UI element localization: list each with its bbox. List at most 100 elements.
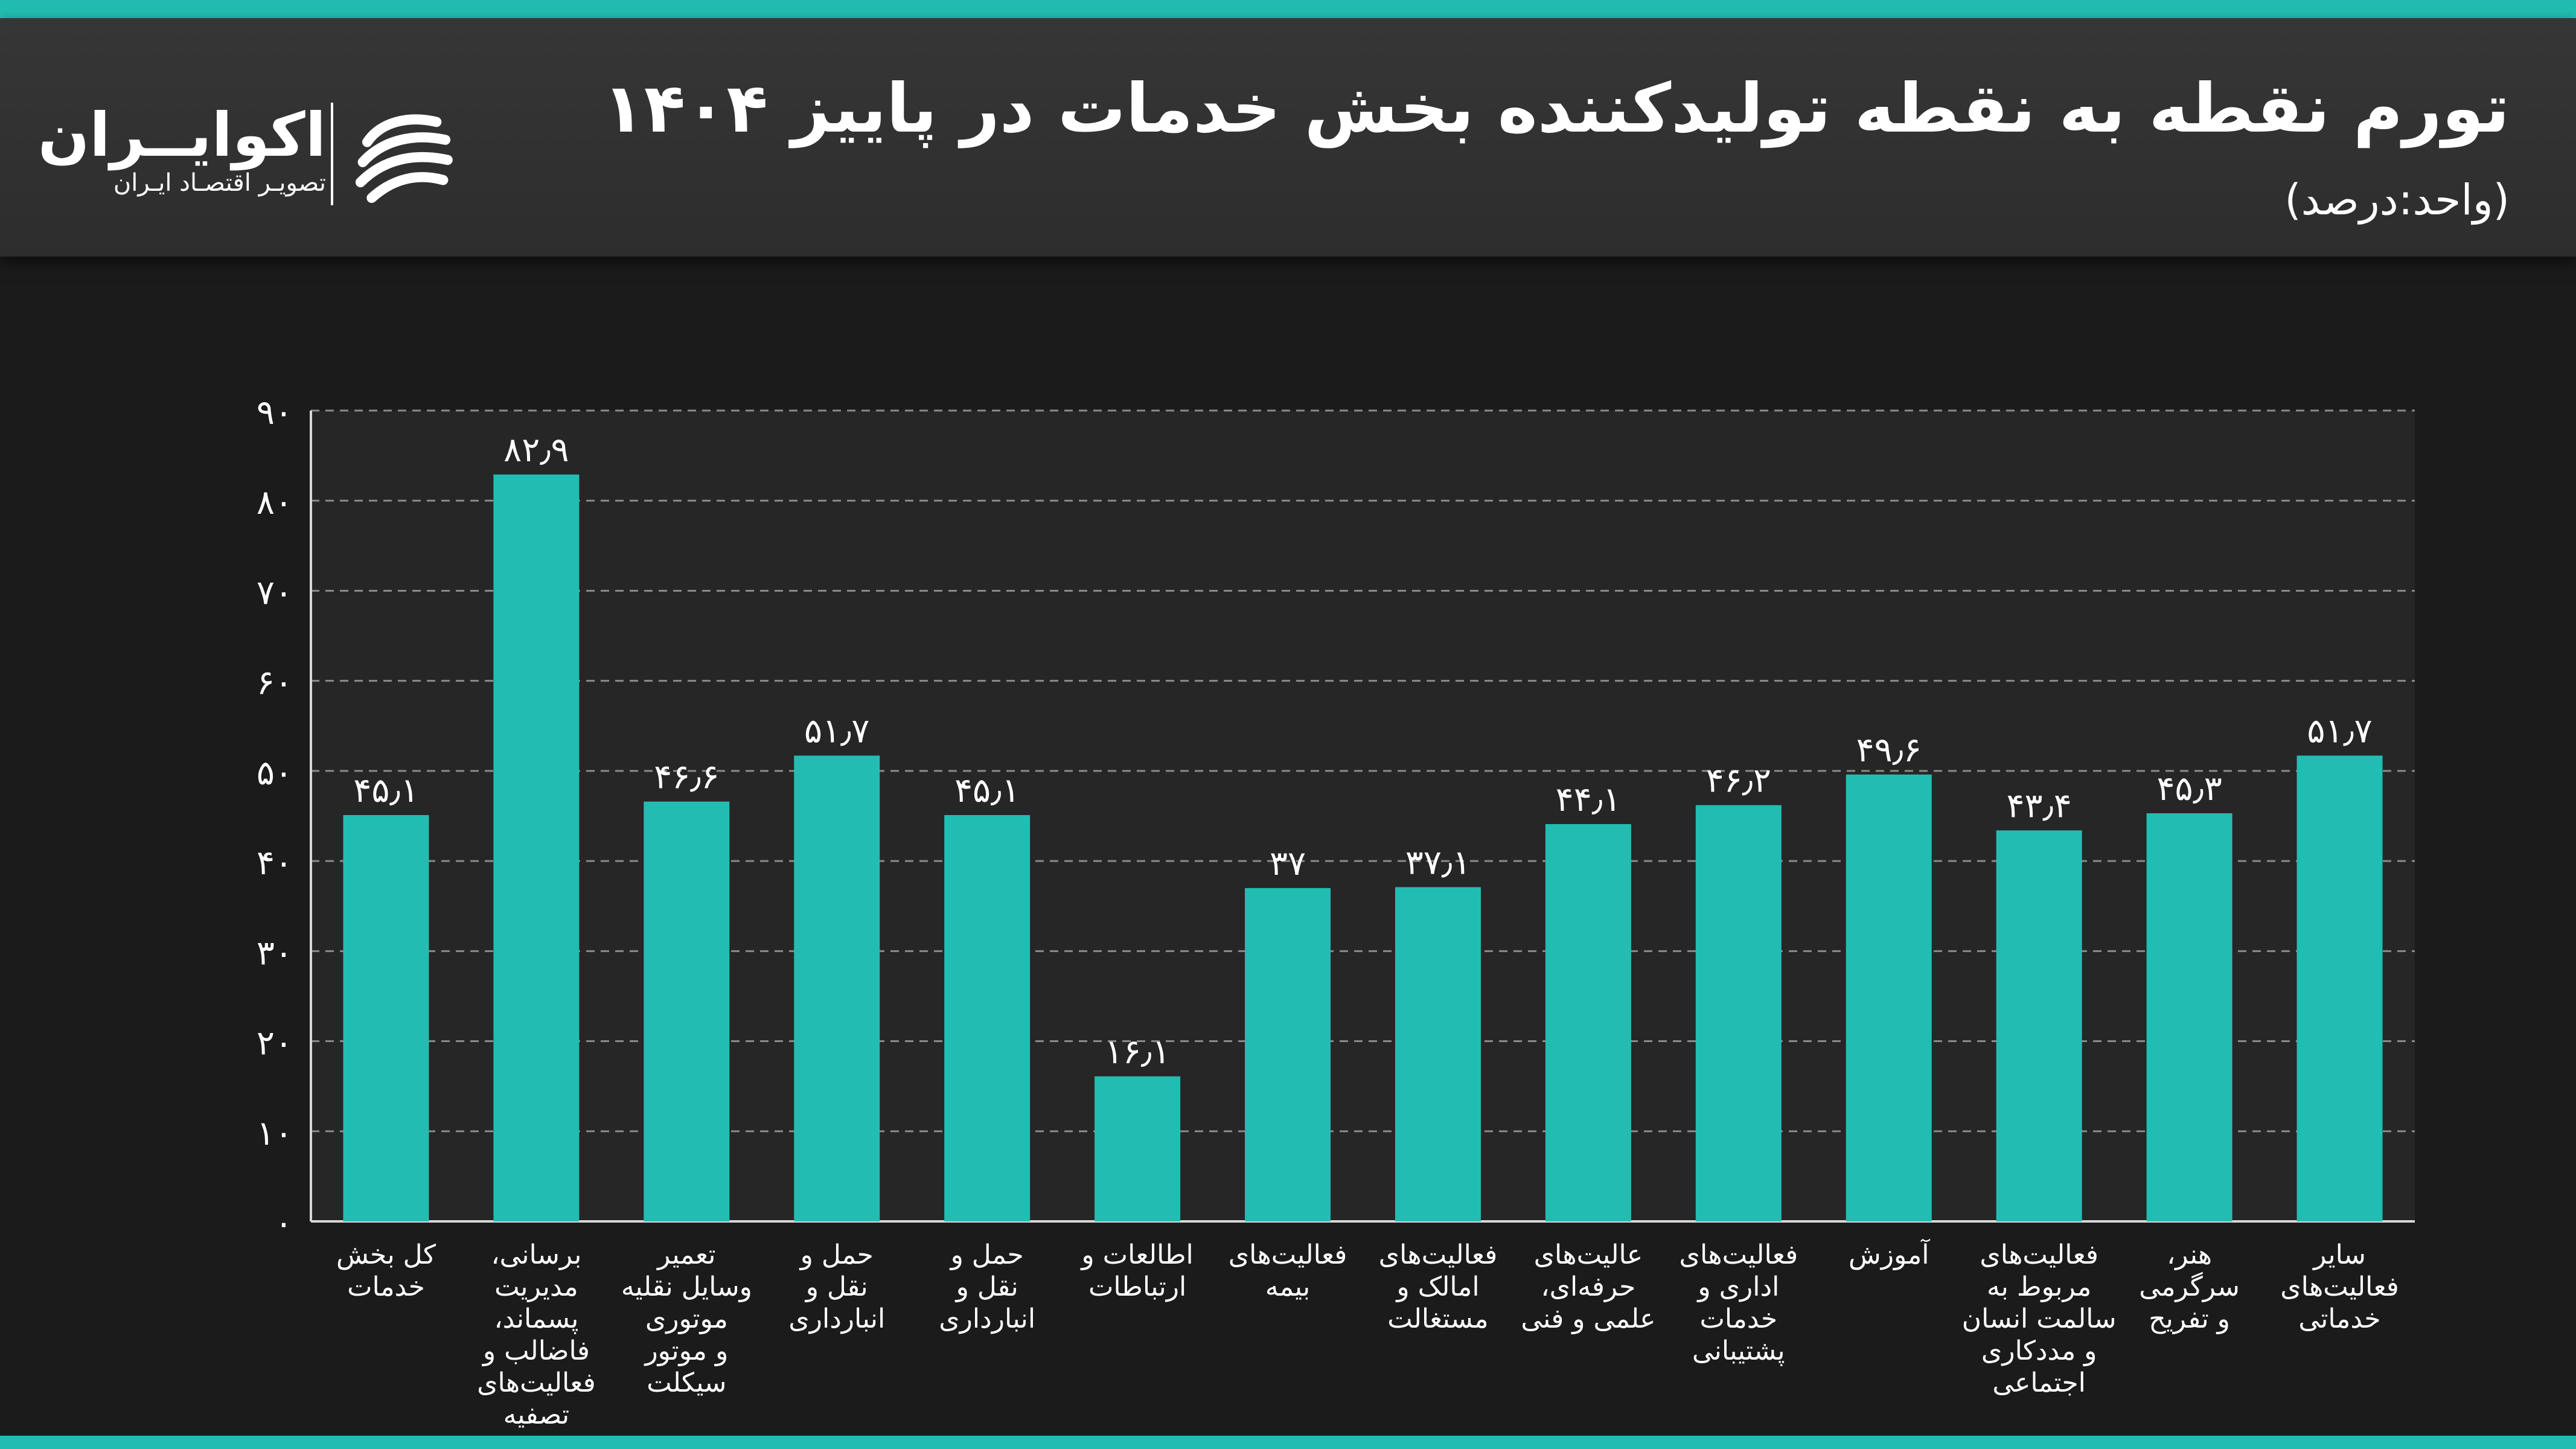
data-label: ۴۶٫۶ (654, 758, 719, 797)
x-tick-label: کل بخش خدمات (336, 1239, 436, 1302)
unit-label: (واحد:درصد) (2284, 175, 2510, 225)
x-tick-label-line: نقل و (955, 1271, 1018, 1302)
bar (1245, 888, 1331, 1221)
bar (794, 755, 880, 1221)
x-tick-label-line: سیکلت (647, 1367, 726, 1398)
bar (1695, 805, 1782, 1221)
chart-title: تورم نقطه به نقطه تولیدکننده بخش خدمات د… (602, 69, 2510, 148)
x-tick-label: حمل و نقل و انبارداری (788, 1239, 885, 1334)
bar (1095, 1076, 1181, 1221)
y-tick-label: ۲۰ (257, 1024, 293, 1063)
data-label: ۳۷ (1270, 844, 1306, 883)
data-label: ۴۶٫۲ (1706, 761, 1771, 801)
x-tick-label-line: تصفیه (503, 1399, 570, 1430)
data-label: ۸۲٫۹ (503, 430, 569, 470)
x-tick-label-line: اجتماعی (1992, 1367, 2085, 1398)
x-tick-label-line: و تفریح (2149, 1303, 2230, 1334)
bar (1395, 887, 1481, 1221)
ecoiran-logo-icon (355, 114, 453, 203)
data-label: ۴۳٫۴ (2006, 786, 2071, 825)
x-tick-label-line: حمل و (799, 1239, 874, 1270)
y-tick-label: ۹۰ (257, 393, 293, 432)
x-tick-label-line: مربوط به (1987, 1271, 2091, 1302)
data-label: ۴۵٫۳ (2156, 769, 2222, 808)
x-tick-label-line: علمی و فنی (1521, 1303, 1655, 1334)
x-tick-label: هنر، سرگرمی و تفریح (2139, 1239, 2240, 1334)
x-tick-label-line: انبارداری (788, 1303, 885, 1334)
data-label: ۴۵٫۱ (954, 771, 1020, 810)
x-tick-label: فعالیت‌های بیمه (1229, 1239, 1347, 1302)
x-tick-label: عالیت‌های حرفه‌ای، علمی و فنی (1521, 1239, 1655, 1334)
x-tick-label-line: مستغالت (1387, 1303, 1488, 1334)
x-tick-label: تعمیر وسایل نقلیه موتوری و موتور سیکلت (621, 1239, 752, 1398)
x-tick-label: حمل و نقل و انبارداری (939, 1239, 1035, 1334)
y-tick-label: ۴۰ (257, 843, 293, 883)
x-tick-label: اطالعات و ارتباطات (1080, 1239, 1193, 1302)
logo-subtitle: تصویـر اقتصـاد ایـران (113, 169, 326, 197)
x-tick-label-line: خدمات (1699, 1303, 1777, 1334)
bottom-accent-stripe (0, 1436, 2576, 1449)
y-tick-label: ۰ (275, 1204, 293, 1243)
x-tick-label-line: سایر (2312, 1239, 2366, 1270)
top-accent-stripe (0, 0, 2576, 18)
data-label: ۵۱٫۷ (804, 712, 869, 751)
x-tick-label-line: آموزش (1849, 1238, 1930, 1270)
x-tick-label-line: ارتباطات (1088, 1271, 1186, 1302)
x-tick-label-line: فعالیت‌های (1229, 1239, 1347, 1270)
bar (2296, 755, 2383, 1221)
x-tick-label-line: نقل و (805, 1271, 868, 1302)
x-tick-label-line: سالمت انسان (1962, 1303, 2117, 1334)
data-label: ۵۱٫۷ (2307, 712, 2372, 751)
x-tick-label-line: موتوری (645, 1303, 728, 1334)
y-tick-label: ۳۰ (257, 933, 293, 973)
header-panel: تورم نقطه به نقطه تولیدکننده بخش خدمات د… (0, 18, 2576, 257)
x-tick-label-line: مدیریت (494, 1271, 578, 1302)
data-label: ۳۷٫۱ (1405, 843, 1471, 882)
y-tick-label: ۱۰ (257, 1114, 293, 1153)
x-tick-label-line: فعالیت‌های (2280, 1271, 2399, 1302)
x-tick-label-line: اطالعات و (1080, 1239, 1193, 1270)
bar (644, 801, 730, 1221)
x-tick-label-line: اداری و (1696, 1271, 1779, 1302)
bar (493, 474, 580, 1221)
x-tick-label-line: برسانی، (491, 1239, 581, 1270)
bar (1996, 830, 2082, 1221)
x-tick-label-line: حمل و (950, 1239, 1024, 1270)
data-label: ۴۵٫۱ (353, 771, 418, 810)
y-tick-label: ۶۰ (257, 664, 293, 703)
x-tick-label-line: فعالیت‌های (477, 1367, 596, 1398)
x-tick-label-line: پشتیبانی (1692, 1335, 1785, 1366)
data-label: ۴۴٫۱ (1556, 780, 1621, 819)
x-tick-label-line: کل بخش (336, 1239, 436, 1270)
x-tick-label-line: خدمات (347, 1271, 425, 1302)
x-tick-label-line: فعالیت‌های (1680, 1239, 1798, 1270)
y-tick-label: ۸۰ (257, 483, 293, 522)
data-label: ۱۶٫۱ (1105, 1032, 1170, 1072)
x-tick-label: برسانی، مدیریت پسماند، فاضالب و فعالیت‌های تص… (477, 1239, 596, 1430)
plot-area (311, 411, 2415, 1221)
x-tick-label-line: سرگرمی (2139, 1271, 2240, 1302)
x-tick-label: سایر فعالیت‌های خدماتی (2280, 1239, 2399, 1334)
x-tick-label-line: انبارداری (939, 1303, 1035, 1334)
x-tick-label-line: عالیت‌های (1534, 1239, 1643, 1270)
x-tick-label-line: حرفه‌ای، (1541, 1271, 1635, 1302)
x-tick-label-line: وسایل نقلیه (621, 1271, 752, 1302)
bar (2146, 813, 2232, 1221)
x-tick-label-line: امالک و (1395, 1271, 1479, 1302)
x-tick-label: فعالیت‌های اداری و خدمات پشتیبانی (1680, 1239, 1798, 1366)
x-tick-label-line: پسماند، (494, 1303, 578, 1334)
x-tick-label-line: تعمیر (656, 1239, 715, 1270)
bar (944, 815, 1031, 1221)
x-tick-label-line: بیمه (1265, 1271, 1311, 1302)
x-tick-label-line: هنر، (2167, 1239, 2212, 1270)
bar (1846, 774, 1932, 1221)
bar (1545, 824, 1631, 1221)
x-tick-label-line: فعالیت‌های (1980, 1239, 2098, 1270)
x-tick-label-line: و موتور (644, 1335, 728, 1366)
x-tick-label-line: و مددکاری (1981, 1335, 2097, 1366)
x-tick-label: فعالیت‌های امالک و مستغالت (1379, 1239, 1498, 1334)
x-tick-label: فعالیت‌های مربوط به سالمت انسان و مددکاری اج… (1962, 1239, 2117, 1398)
logo-name: اکوایــران (37, 100, 326, 170)
x-tick-label-line: فعالیت‌های (1379, 1239, 1498, 1270)
